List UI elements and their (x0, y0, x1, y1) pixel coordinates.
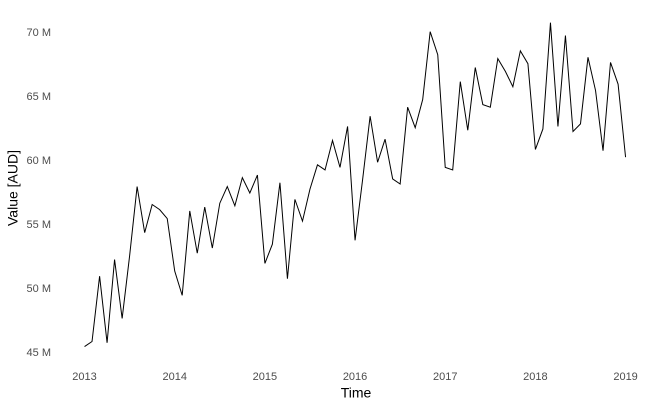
y-tick-label: 60 M (27, 155, 51, 167)
y-tick-label: 50 M (27, 283, 51, 295)
y-tick-label: 70 M (27, 27, 51, 39)
x-tick-label: 2014 (162, 371, 186, 383)
x-tick-label: 2015 (253, 371, 277, 383)
x-tick-label: 2013 (72, 371, 96, 383)
y-axis-title: Value [AUD] (5, 150, 21, 226)
series-line (84, 22, 627, 348)
y-tick-label: 55 M (27, 219, 51, 231)
x-tick-label: 2019 (613, 371, 637, 383)
x-tick-label: 2017 (433, 371, 457, 383)
x-tick-label: 2016 (343, 371, 367, 383)
x-axis-title: Time (341, 385, 372, 401)
y-tick-label: 45 M (27, 347, 51, 359)
y-tick-label: 65 M (27, 91, 51, 103)
x-tick-label: 2018 (523, 371, 547, 383)
